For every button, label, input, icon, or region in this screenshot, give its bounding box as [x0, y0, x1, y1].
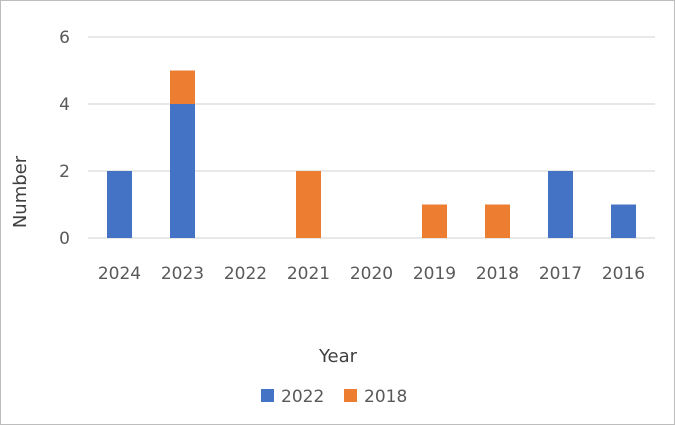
x-tick-label: 2020: [350, 264, 393, 284]
legend-label: 2018: [364, 387, 407, 407]
bar-2018-series-2018: [485, 204, 510, 238]
x-axis-title: Year: [318, 346, 358, 367]
legend-label: 2022: [281, 387, 324, 407]
x-tick-label: 2022: [224, 264, 267, 284]
bar-2017-series-2022: [548, 171, 573, 238]
x-tick-label: 2018: [476, 264, 519, 284]
bar-2023-series-2018: [170, 70, 195, 104]
legend: 2022 2018: [261, 387, 407, 407]
y-axis-title: Number: [10, 155, 31, 228]
legend-swatch-2022: [261, 389, 274, 402]
x-axis-ticks: 2024 2023 2022 2021 2020 2019 2018 2017 2016: [98, 264, 645, 284]
legend-swatch-2018: [344, 389, 357, 402]
bar-2023-series-2022: [170, 104, 195, 238]
x-tick-label: 2019: [413, 264, 456, 284]
bar-2024-series-2022: [107, 171, 132, 238]
x-tick-label: 2016: [602, 264, 645, 284]
bar-2016-series-2022: [611, 204, 636, 238]
x-tick-label: 2024: [98, 264, 141, 284]
y-tick-label: 0: [59, 229, 70, 249]
y-tick-label: 2: [59, 162, 70, 182]
x-tick-label: 2017: [539, 264, 582, 284]
bars: [107, 70, 636, 238]
bar-2019-series-2018: [422, 204, 447, 238]
y-tick-label: 4: [59, 95, 70, 115]
y-tick-label: 6: [59, 28, 70, 48]
x-tick-label: 2021: [287, 264, 330, 284]
x-tick-label: 2023: [161, 264, 204, 284]
y-axis-ticks: 0 2 4 6: [59, 28, 70, 249]
bar-2021-series-2018: [296, 171, 321, 238]
